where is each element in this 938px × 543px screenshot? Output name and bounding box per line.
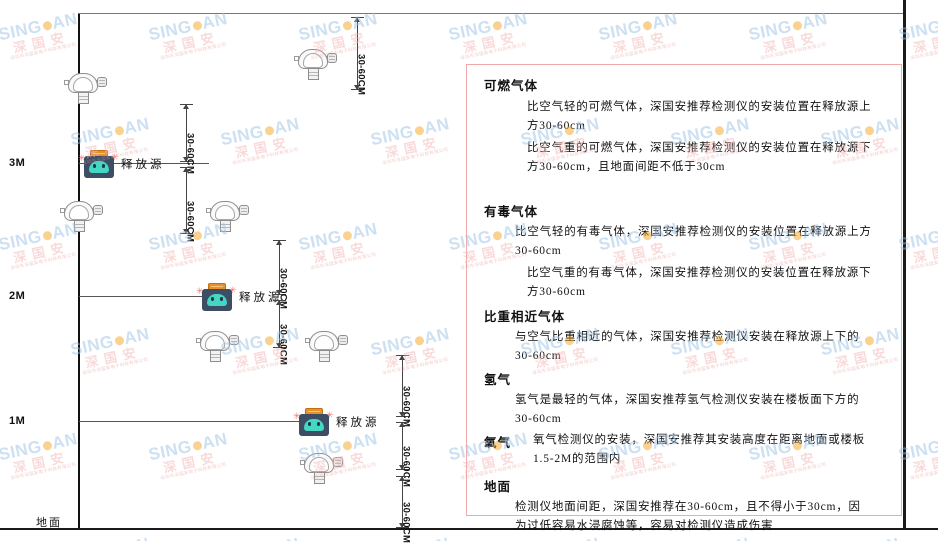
- release-source-label: 释放源: [336, 417, 380, 429]
- gas-detector-icon: [300, 452, 344, 486]
- installation-height-diagram: 3M 2M 1M 地面: [0, 0, 470, 543]
- level-label-3m: 3M: [9, 157, 26, 169]
- level-line-2m: [79, 296, 204, 297]
- release-source-icon: ✳ ✳: [196, 283, 237, 313]
- gas-detector-icon: [305, 330, 349, 364]
- section-text-toxic-light: 比空气轻的有毒气体，深国安推荐检测仪的安装位置在释放源上方30-60cm: [515, 226, 872, 257]
- release-source-icon: ✳ ✳: [78, 150, 119, 180]
- level-line-1m: [79, 421, 301, 422]
- gas-detector-icon: [196, 330, 240, 364]
- gas-detector-icon: [294, 48, 338, 82]
- release-source-label: 释放源: [121, 159, 165, 171]
- section-heading-ground: 地面: [484, 480, 512, 494]
- vertical-axis: [78, 14, 80, 528]
- section-text-toxic-heavy: 比空气重的有毒气体，深国安推荐检测仪的安装位置在释放源下方30-60cm: [527, 267, 872, 298]
- section-text-oxygen: 氧气检测仪的安装，深国安推荐其安装高度在距离地面或楼板1.5-2M的范围内: [533, 434, 866, 465]
- level-line-3m: [79, 163, 209, 164]
- section-text-flammable-light: 比空气轻的可燃气体，深国安推荐检测仪的安装位置在释放源上方30-60cm: [527, 101, 872, 132]
- section-text-flammable-heavy: 比空气重的可燃气体，深国安推荐检测仪的安装位置在释放源下方30-60cm，且地面…: [527, 142, 872, 173]
- level-label-2m: 2M: [9, 290, 26, 302]
- gas-detector-icon: [60, 200, 104, 234]
- dimension-label: 30-60CM: [400, 386, 412, 428]
- section-text-hydrogen: 氢气是最轻的气体，深国安推荐氢气检测仪安装在楼板面下方的30-60cm: [515, 394, 860, 425]
- section-heading-toxic: 有毒气体: [484, 205, 539, 219]
- section-heading-flammable: 可燃气体: [484, 79, 539, 93]
- release-source-label: 释放源: [239, 292, 283, 304]
- release-source-icon: ✳ ✳: [293, 408, 334, 438]
- section-text-ground: 检测仪地面间距，深国安推荐在30-60cm，且不得小于30cm，因为过低容易水浸…: [515, 501, 861, 532]
- installation-guidance-panel: 可燃气体 比空气轻的可燃气体，深国安推荐检测仪的安装位置在释放源上方30-60c…: [466, 64, 902, 532]
- frame-right: [903, 0, 906, 530]
- dimension-label: 30-60CM: [184, 200, 196, 242]
- dimension-label: 30-60CM: [355, 53, 367, 95]
- level-label-1m: 1M: [9, 415, 26, 427]
- dimension-label: 30-60CM: [277, 324, 289, 366]
- section-heading-similar-density: 比重相近气体: [484, 310, 566, 324]
- gas-detector-icon: [64, 72, 108, 106]
- section-heading-hydrogen: 氢气: [484, 373, 512, 387]
- section-text-similar-density: 与空气比重相近的气体，深国安推荐检测仪安装在释放源上下的30-60cm: [515, 331, 860, 362]
- dimension-label: 30-60CM: [400, 502, 412, 543]
- frame-bottom: [0, 528, 938, 530]
- gas-detector-icon: [206, 200, 250, 234]
- section-heading-oxygen: 氧气: [484, 436, 512, 450]
- ground-label: 地面: [36, 517, 62, 529]
- frame-top: [78, 13, 906, 14]
